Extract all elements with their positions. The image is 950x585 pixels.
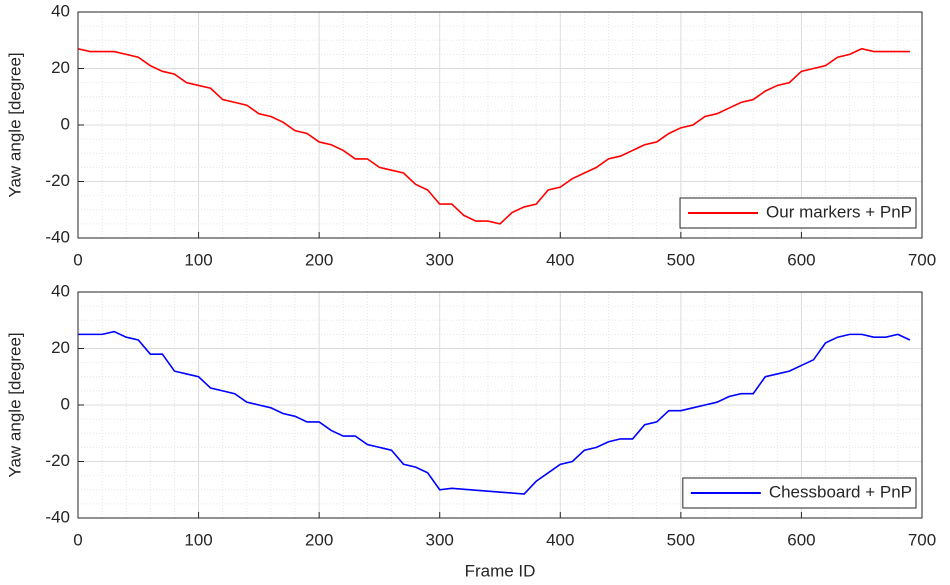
legend-label: Chessboard + PnP [769, 482, 912, 501]
legend: Chessboard + PnP [682, 477, 917, 509]
axes-box [77, 291, 923, 519]
x-tick-label: 600 [787, 250, 815, 269]
x-tick-label: 500 [667, 530, 695, 549]
legend-label: Our markers + PnP [766, 202, 912, 221]
x-tick-label: 200 [305, 250, 333, 269]
x-axis-label: Frame ID [465, 561, 536, 580]
x-tick-label: 100 [184, 250, 212, 269]
x-tick-label: 200 [305, 530, 333, 549]
y-axis-label: Yaw angle [degree] [5, 332, 24, 477]
x-tick-label: 700 [908, 250, 936, 269]
y-tick-label: -20 [45, 171, 70, 190]
data-line [77, 47, 910, 225]
x-tick-label: 600 [787, 530, 815, 549]
y-tick-label: 20 [51, 338, 70, 357]
x-tick-label: 0 [73, 530, 82, 549]
axes-box [77, 11, 923, 239]
y-tick-label: 40 [51, 1, 70, 20]
x-tick-label: 700 [908, 530, 936, 549]
y-axis-label: Yaw angle [degree] [5, 52, 24, 197]
y-tick-label: -20 [45, 451, 70, 470]
y-tick-label: 0 [61, 114, 70, 133]
x-tick-label: 500 [667, 250, 695, 269]
y-tick-label: 0 [61, 394, 70, 413]
legend: Our markers + PnP [679, 197, 917, 229]
x-tick-label: 400 [546, 530, 574, 549]
y-tick-label: -40 [45, 507, 70, 526]
data-line [78, 330, 911, 495]
y-tick-label: 40 [51, 281, 70, 300]
x-tick-label: 100 [184, 530, 212, 549]
y-tick-label: 20 [51, 58, 70, 77]
y-tick-label: -40 [45, 227, 70, 246]
x-tick-label: 300 [426, 530, 454, 549]
x-tick-label: 0 [73, 250, 82, 269]
x-tick-label: 300 [426, 250, 454, 269]
x-tick-label: 400 [546, 250, 574, 269]
